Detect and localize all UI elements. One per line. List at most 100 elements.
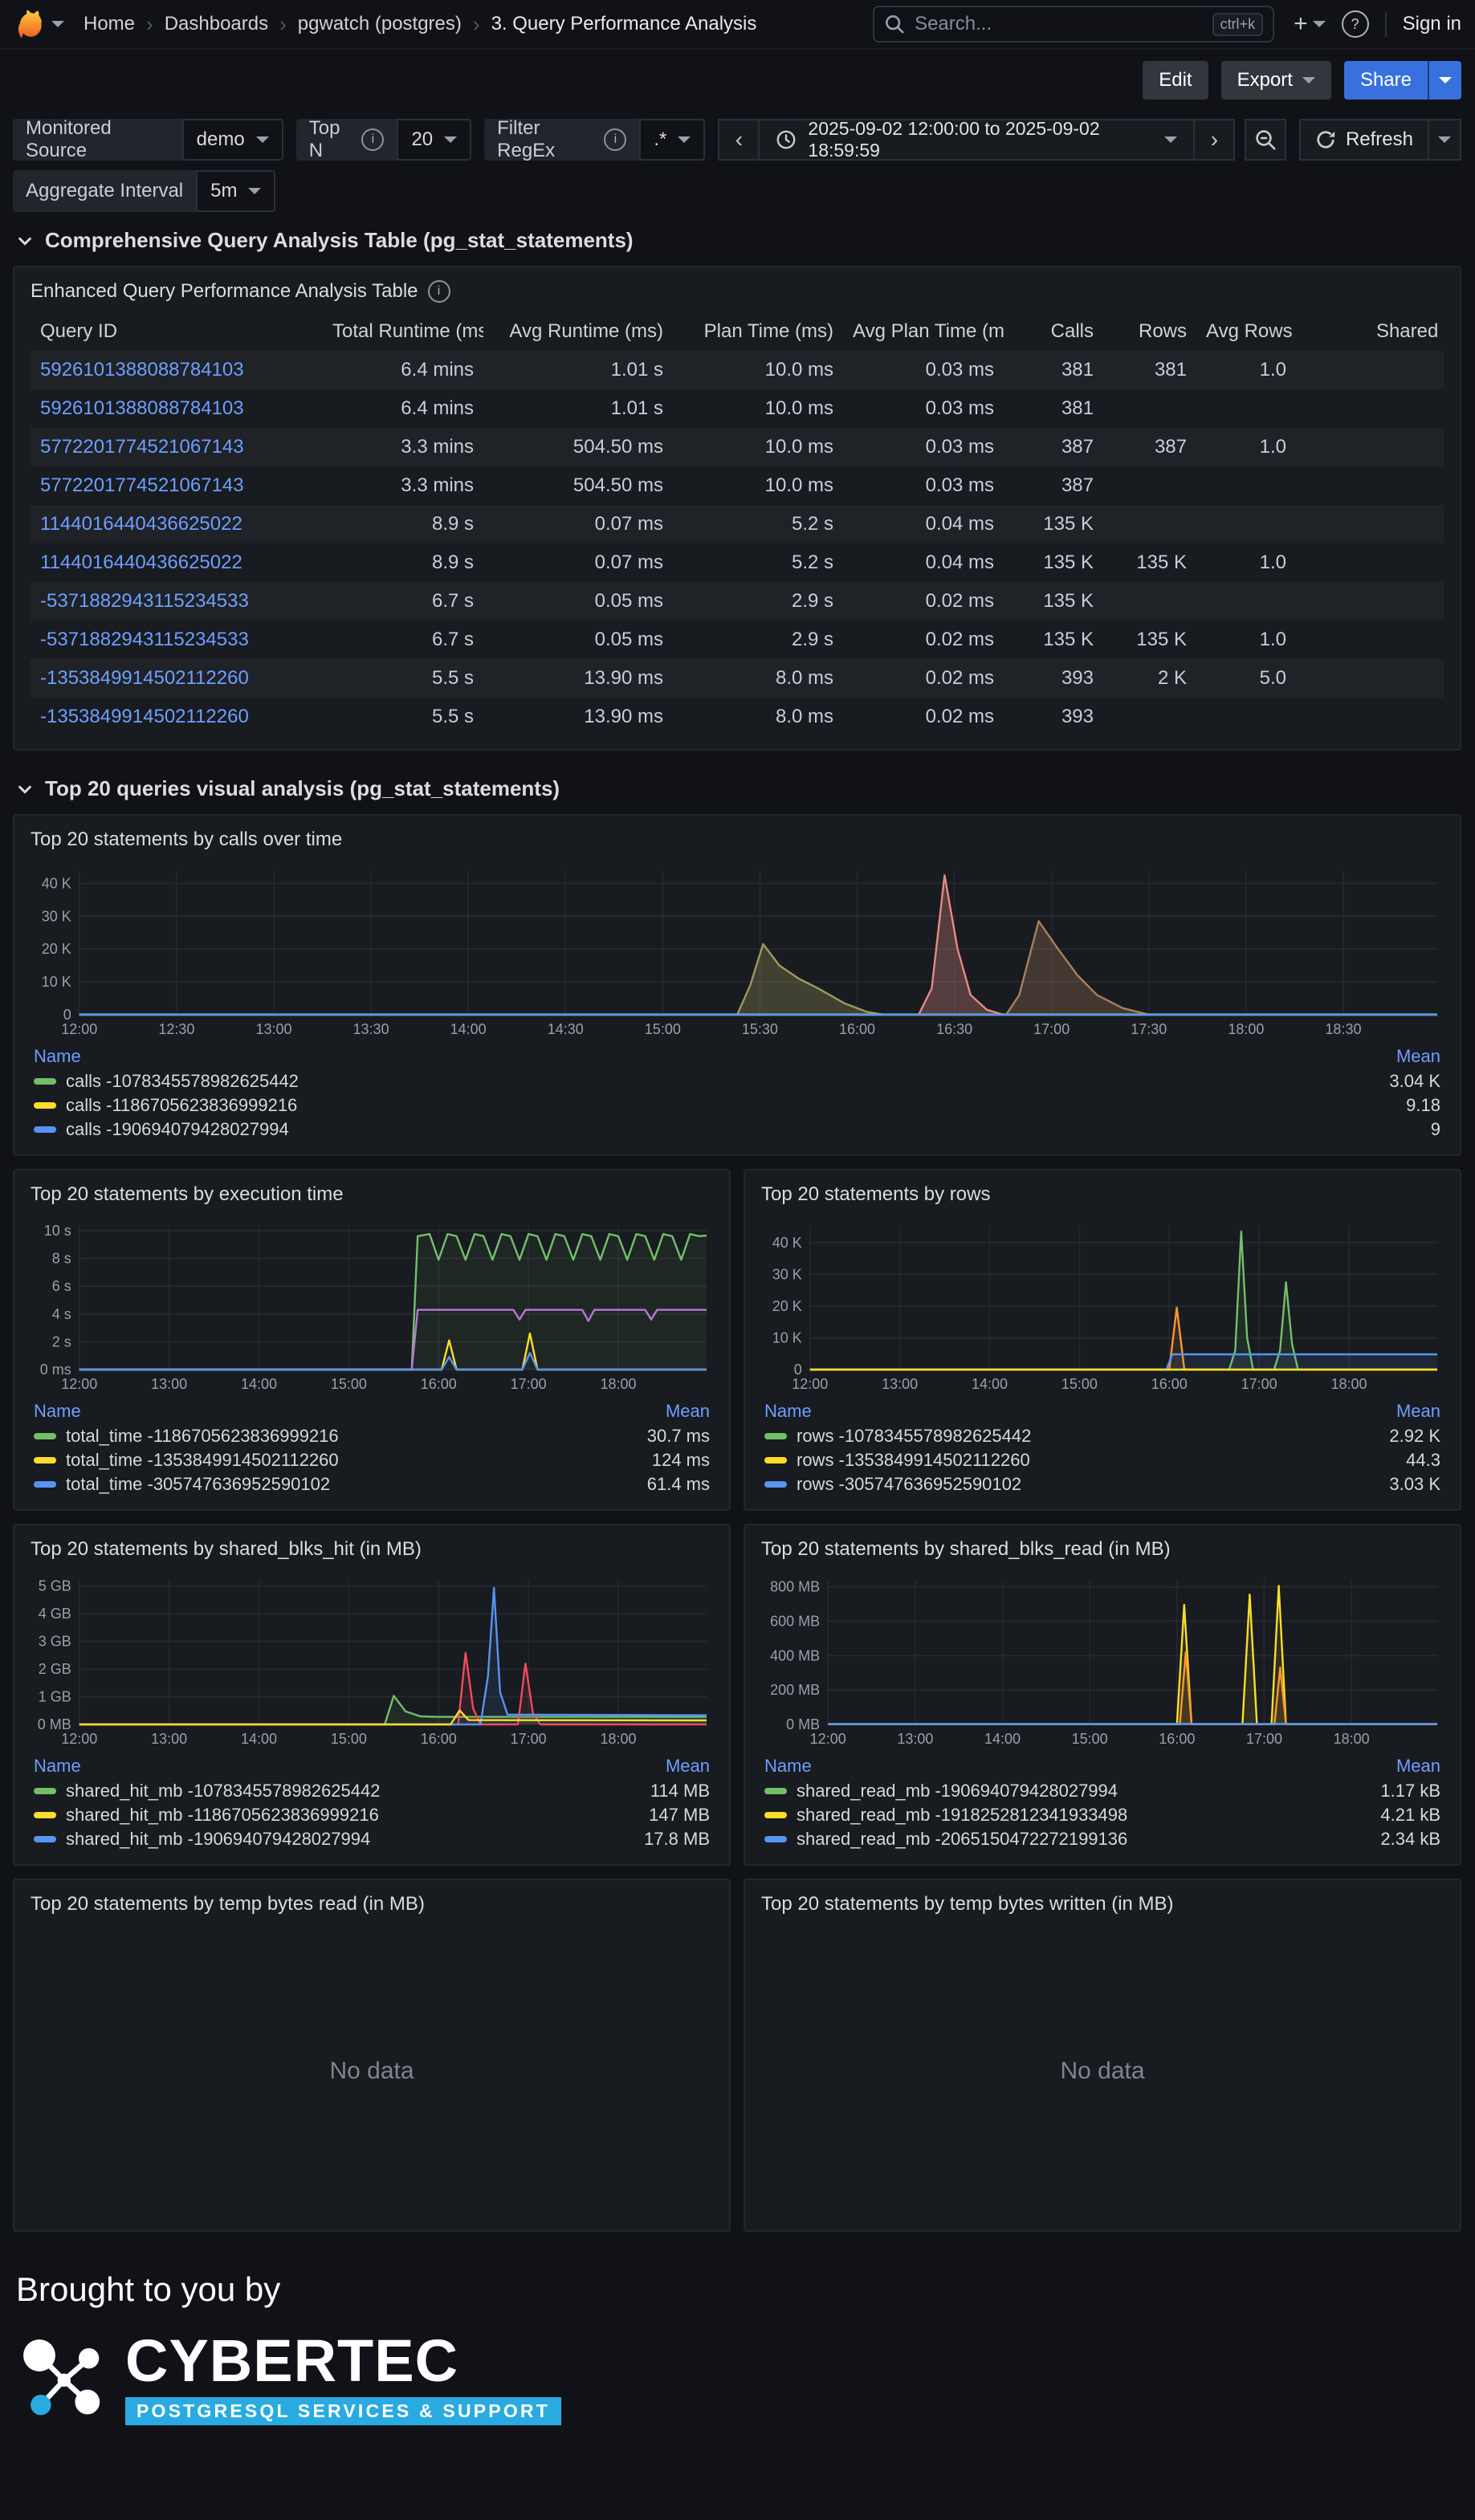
series-name[interactable]: calls -1186705623836999216	[66, 1095, 298, 1115]
legend-mean-header[interactable]: Mean	[665, 1756, 710, 1776]
series-color-marker[interactable]	[34, 1078, 56, 1085]
legend-row[interactable]: rows -1078345578982625442 2.92 K	[761, 1424, 1444, 1448]
legend-row[interactable]: total_time -1186705623836999216 30.7 ms	[31, 1424, 713, 1448]
panel-title[interactable]: Top 20 statements by temp bytes read (in…	[31, 1893, 425, 1915]
info-icon[interactable]: i	[604, 128, 627, 151]
legend-mean-header[interactable]: Mean	[1396, 1401, 1440, 1421]
legend-row[interactable]: rows -305747636952590102 3.03 K	[761, 1472, 1444, 1496]
panel-title[interactable]: Top 20 statements by shared_blks_read (i…	[761, 1538, 1171, 1560]
legend-mean-header[interactable]: Mean	[1396, 1046, 1440, 1066]
series-name[interactable]: total_time -1186705623836999216	[66, 1426, 339, 1446]
aggregate-interval-variable[interactable]: Aggregate Interval 5m	[13, 170, 276, 212]
series-color-marker[interactable]	[34, 1433, 56, 1439]
legend-row[interactable]: total_time -305747636952590102 61.4 ms	[31, 1472, 713, 1496]
column-header-query-id[interactable]: Query ID	[40, 320, 118, 342]
legend-name-header[interactable]: Name	[764, 1401, 812, 1421]
query-id-link[interactable]: -5371882943115234533	[40, 590, 249, 612]
column-header-avg-rows[interactable]: Avg Rows	[1206, 320, 1293, 342]
rows-chart[interactable]: 12:00 13:00 14:00 15:00 16:00 17:00 18:00 0 10 K…	[761, 1215, 1444, 1395]
series-name[interactable]: calls -1078345578982625442	[66, 1071, 299, 1091]
monitored-source-variable[interactable]: Monitored Source demo	[13, 117, 283, 161]
series-name[interactable]: rows -1353849914502112260	[797, 1450, 1030, 1470]
series-color-marker[interactable]	[34, 1481, 56, 1488]
series-name[interactable]: calls -190694079428027994	[66, 1119, 289, 1139]
legend-name-header[interactable]: Name	[34, 1401, 81, 1421]
panel-title[interactable]: Enhanced Query Performance Analysis Tabl…	[31, 280, 1444, 303]
execution-time-chart[interactable]: 12:00 13:00 14:00 15:00 16:00 17:00 18:00 0 ms 2…	[31, 1215, 713, 1395]
edit-button[interactable]: Edit	[1143, 61, 1208, 100]
series-color-marker[interactable]	[764, 1457, 787, 1464]
sign-in-button[interactable]: Sign in	[1402, 13, 1461, 35]
legend-row[interactable]: total_time -1353849914502112260 124 ms	[31, 1448, 713, 1472]
series-color-marker[interactable]	[764, 1788, 787, 1794]
query-id-link[interactable]: 5772201774521067143	[40, 474, 244, 496]
filter-regex-select[interactable]: .*	[639, 119, 706, 161]
series-color-marker[interactable]	[764, 1481, 787, 1488]
column-header-avg-runtime[interactable]: Avg Runtime (ms)	[509, 320, 663, 342]
series-color-marker[interactable]	[764, 1433, 787, 1439]
legend-row[interactable]: calls -190694079428027994 9	[31, 1118, 1444, 1142]
series-color-marker[interactable]	[764, 1836, 787, 1842]
legend-row[interactable]: calls -1078345578982625442 3.04 K	[31, 1069, 1444, 1093]
column-header-calls[interactable]: Calls	[1050, 320, 1094, 342]
column-header-plan-time[interactable]: Plan Time (ms)	[703, 320, 833, 342]
query-id-link[interactable]: -5371882943115234533	[40, 629, 249, 650]
export-button[interactable]: Export	[1220, 61, 1331, 100]
legend-row[interactable]: shared_hit_mb -190694079428027994 17.8 M…	[31, 1827, 713, 1851]
panel-title[interactable]: Top 20 statements by temp bytes written …	[761, 1893, 1174, 1915]
monitored-source-select[interactable]: demo	[181, 119, 283, 161]
panel-title[interactable]: Top 20 statements by shared_blks_hit (in…	[31, 1538, 422, 1560]
legend-name-header[interactable]: Name	[764, 1756, 812, 1776]
legend-name-header[interactable]: Name	[34, 1046, 81, 1066]
series-color-marker[interactable]	[34, 1102, 56, 1109]
aggregate-interval-select[interactable]: 5m	[196, 170, 276, 212]
column-header-avg-plan-time[interactable]: Avg Plan Time (ms)	[853, 320, 1004, 342]
legend-row[interactable]: calls -1186705623836999216 9.18	[31, 1093, 1444, 1118]
refresh-interval-button[interactable]	[1429, 119, 1461, 161]
calls-time-series-chart[interactable]: 12:00 12:30 13:00 13:30 14:00 14:30 15:00 15:30…	[31, 861, 1444, 1040]
refresh-button[interactable]: Refresh	[1298, 119, 1429, 161]
zoom-out-button[interactable]	[1244, 119, 1286, 161]
info-icon[interactable]: i	[427, 280, 450, 303]
breadcrumb-dashboards[interactable]: Dashboards	[164, 13, 269, 35]
query-id-link[interactable]: -1353849914502112260	[40, 667, 249, 689]
time-shift-forward-button[interactable]: ›	[1193, 119, 1236, 161]
series-name[interactable]: shared_read_mb -1918252812341933498	[797, 1805, 1128, 1825]
panel-title[interactable]: Top 20 statements by execution time	[31, 1183, 344, 1205]
top-n-select[interactable]: 20	[397, 119, 472, 161]
series-name[interactable]: shared_hit_mb -1078345578982625442	[66, 1781, 381, 1801]
series-color-marker[interactable]	[34, 1788, 56, 1794]
info-icon[interactable]: i	[361, 128, 385, 151]
series-name[interactable]: rows -305747636952590102	[797, 1474, 1022, 1494]
legend-name-header[interactable]: Name	[34, 1756, 81, 1776]
panel-title[interactable]: Top 20 statements by rows	[761, 1183, 991, 1205]
share-split-button[interactable]: Share	[1343, 61, 1461, 100]
section-visual-analysis[interactable]: Top 20 queries visual analysis (pg_stat_…	[13, 763, 1461, 801]
breadcrumb-home[interactable]: Home	[84, 13, 136, 35]
legend-mean-header[interactable]: Mean	[665, 1401, 710, 1421]
top-n-variable[interactable]: Top N i 20	[295, 117, 472, 161]
time-range-picker[interactable]: 2025-09-02 12:00:00 to 2025-09-02 18:59:…	[758, 118, 1196, 161]
series-color-marker[interactable]	[764, 1812, 787, 1818]
section-analysis-table[interactable]: Comprehensive Query Analysis Table (pg_s…	[13, 215, 1461, 253]
query-id-link[interactable]: 5772201774521067143	[40, 436, 244, 458]
legend-row[interactable]: shared_read_mb -2065150472272199136 2.34…	[761, 1827, 1444, 1851]
filter-regex-variable[interactable]: Filter RegEx i .*	[484, 117, 706, 161]
search-input[interactable]: Search... ctrl+k	[873, 6, 1275, 43]
panel-title[interactable]: Top 20 statements by calls over time	[31, 828, 343, 850]
shared-blks-read-chart[interactable]: 12:00 13:00 14:00 15:00 16:00 17:00 18:00 0 MB 2…	[761, 1570, 1444, 1750]
series-color-marker[interactable]	[34, 1126, 56, 1133]
column-header-shared-hit[interactable]: Shared Hit (	[1375, 320, 1444, 342]
query-id-link[interactable]: 1144016440436625022	[40, 513, 242, 535]
legend-row[interactable]: shared_read_mb -190694079428027994 1.17 …	[761, 1779, 1444, 1803]
series-name[interactable]: shared_read_mb -2065150472272199136	[797, 1829, 1128, 1849]
grafana-logo-menu[interactable]	[13, 8, 64, 40]
series-name[interactable]: shared_read_mb -190694079428027994	[797, 1781, 1118, 1801]
refresh-split-button[interactable]: Refresh	[1298, 119, 1461, 161]
series-color-marker[interactable]	[34, 1836, 56, 1842]
breadcrumb-pgwatch[interactable]: pgwatch (postgres)	[297, 13, 462, 35]
column-header-rows[interactable]: Rows	[1138, 320, 1187, 342]
add-menu-button[interactable]: +	[1294, 10, 1326, 38]
legend-row[interactable]: shared_read_mb -1918252812341933498 4.21…	[761, 1803, 1444, 1827]
legend-row[interactable]: shared_hit_mb -1186705623836999216 147 M…	[31, 1803, 713, 1827]
